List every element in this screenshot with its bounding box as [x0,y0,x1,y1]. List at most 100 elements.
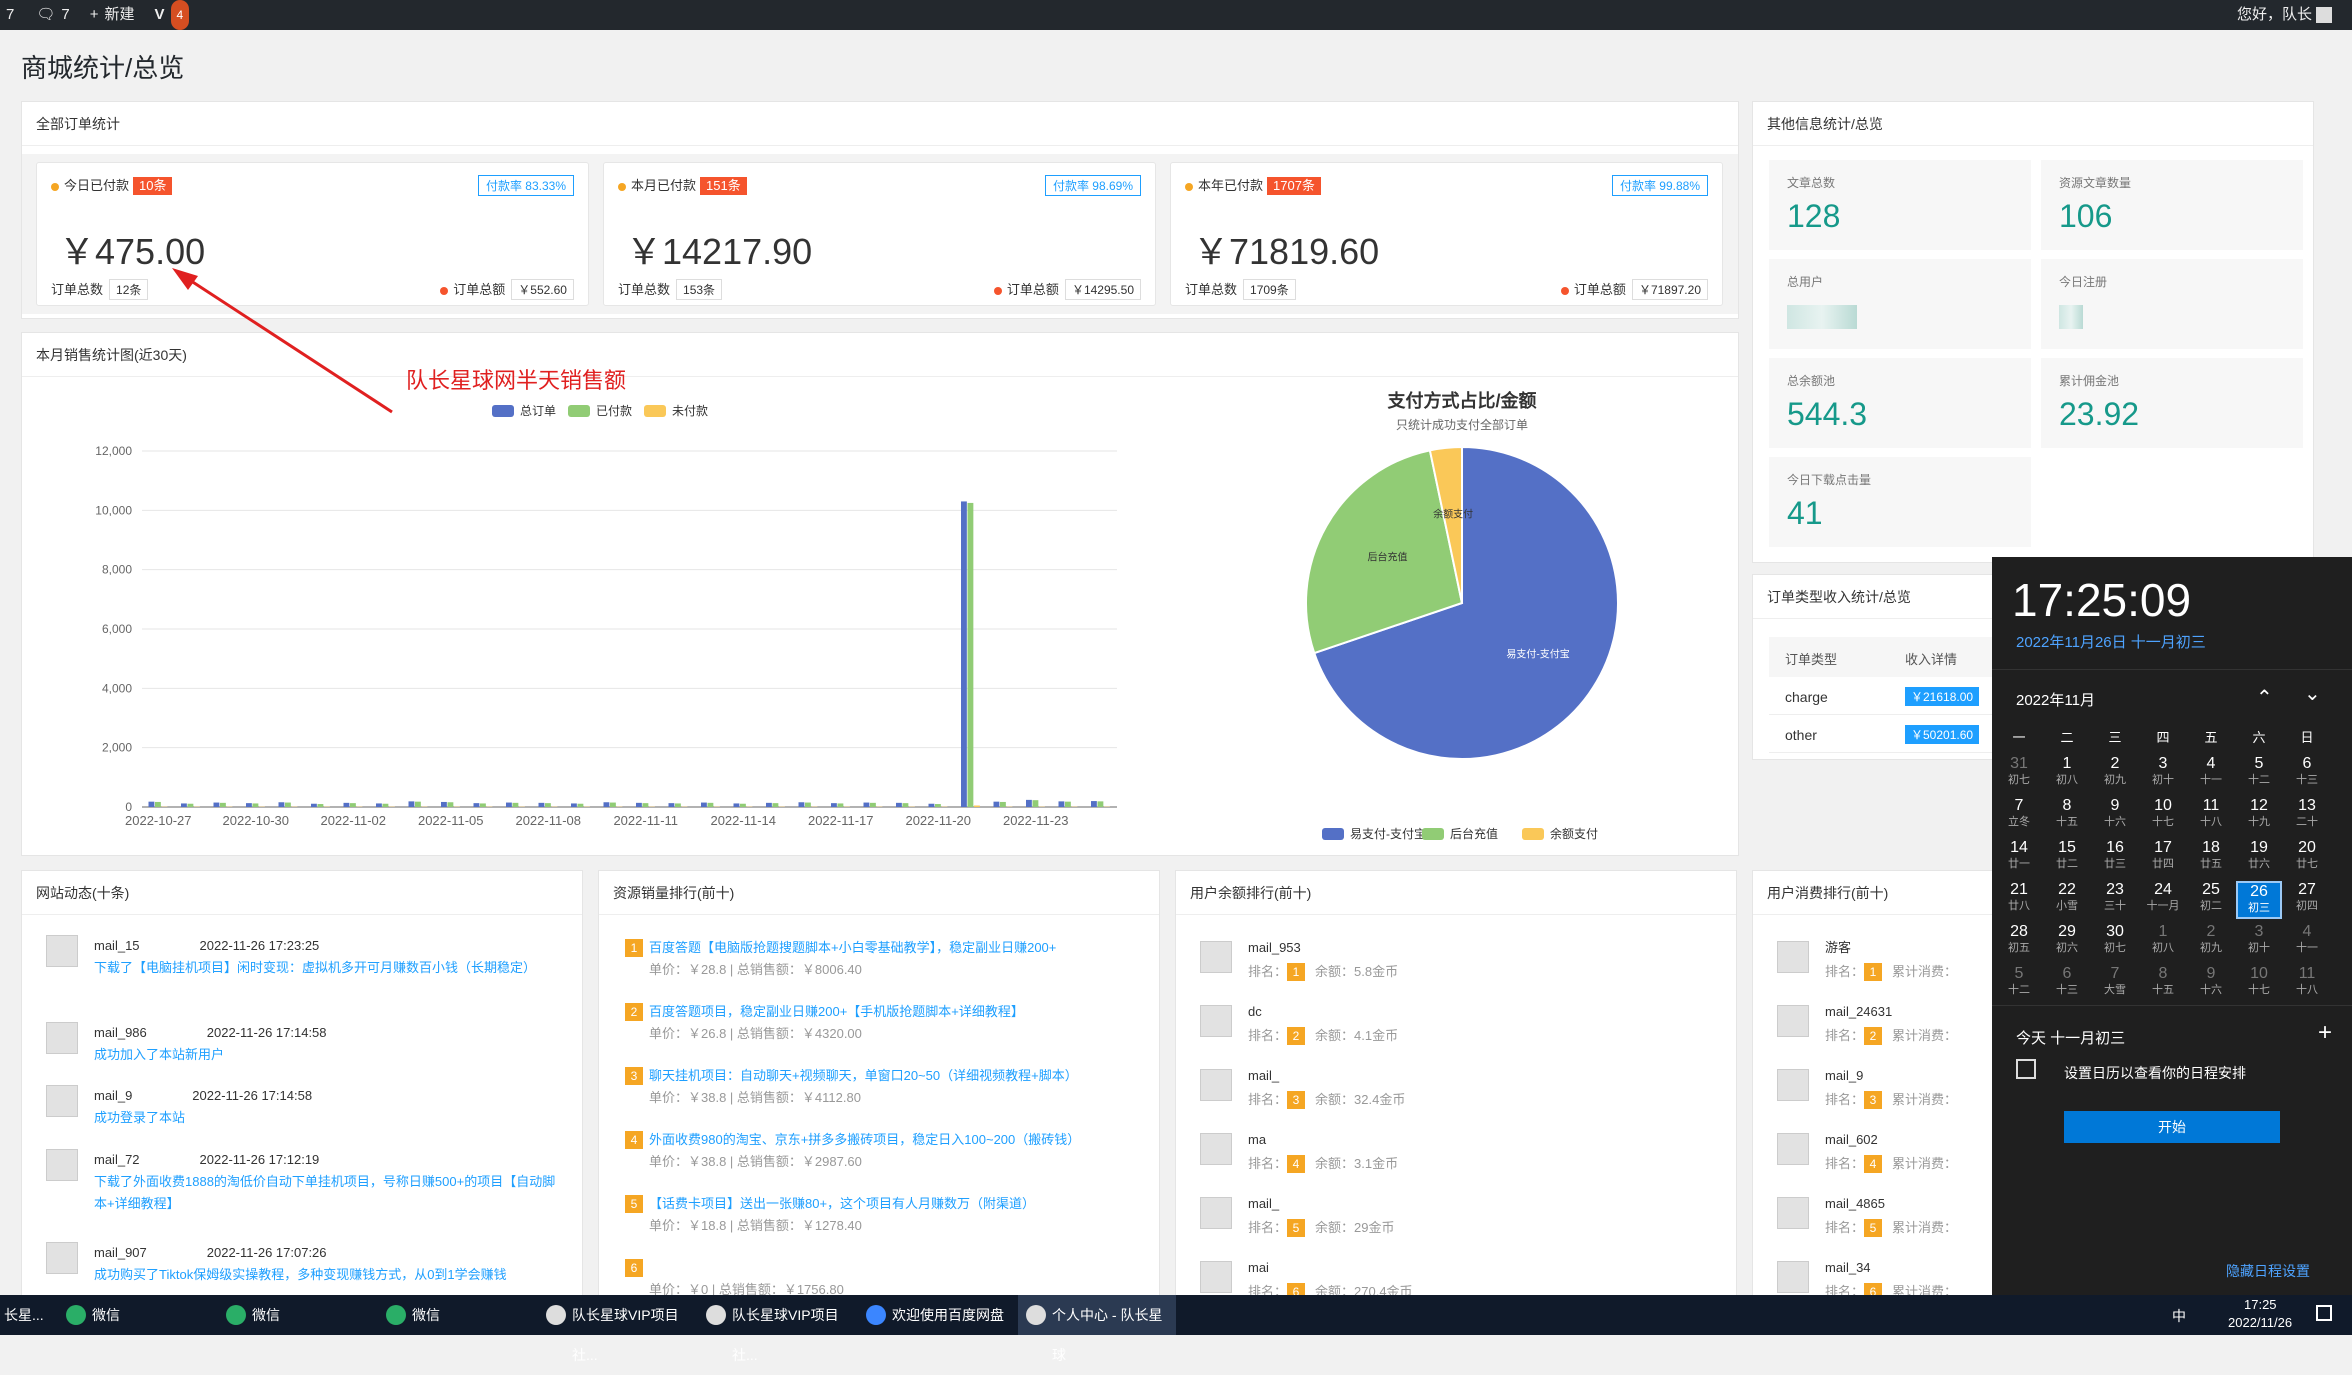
taskbar-app[interactable]: 队长星球VIP项目社... [538,1295,696,1335]
bar [1065,802,1071,807]
chevron-up-icon[interactable]: ⌃ [2256,685,2273,710]
start-button[interactable]: 开始 [2064,1111,2280,1143]
tray-date[interactable]: 2022/11/26 [2228,1315,2292,1330]
vip-icon[interactable]: V [155,0,165,30]
feed-text[interactable]: 下载了外面收费1888的淘低价自动下单挂机项目，号称日赚500+的项目【自动脚本… [94,1171,564,1215]
legend-label[interactable]: 余额支付 [1550,826,1598,841]
resource-name[interactable]: 百度答题项目，稳定副业日赚200+【手机版抢题脚本+详细教程】 [649,1004,1024,1019]
x-tick-label: 2022-11-08 [515,813,581,828]
taskbar-app[interactable]: 微信 [58,1295,216,1335]
taskbar-app[interactable]: 队长星球VIP项目社... [698,1295,856,1335]
legend-label[interactable]: 易支付-支付宝 [1350,827,1426,841]
avatar [46,1149,78,1181]
new-button[interactable]: 新建 [105,0,135,30]
comment-icon[interactable]: 🗨 [36,0,55,30]
taskbar-app[interactable]: 长星... [0,1295,56,1335]
update-count[interactable]: 7 [6,0,14,30]
chevron-down-icon[interactable]: ⌄ [2304,681,2321,706]
legend-swatch[interactable] [644,405,666,417]
taskbar-app[interactable]: 个人中心 - 队长星球 [1018,1295,1176,1335]
comment-count[interactable]: 7 [61,0,69,30]
feed-time: 2022-11-26 17:14:58 [207,1025,327,1040]
hide-schedule-link[interactable]: 隐藏日程设置 [2226,1261,2310,1281]
legend-label[interactable]: 总订单 [520,404,556,418]
legend-swatch[interactable] [1522,828,1544,840]
legend-label[interactable]: 后台充值 [1450,826,1498,841]
resource-name[interactable]: 百度答题【电脑版抢题搜题脚本+小白零基础教学】，稳定副业日赚200+ [649,940,1056,955]
legend-label[interactable]: 已付款 [596,404,632,418]
legend-swatch[interactable] [492,405,514,417]
resource-name[interactable]: 外面收费980的淘宝、京东+拼多多搬砖项目，稳定日入100~200（搬砖钱） [649,1132,1080,1147]
greeting[interactable]: 您好，队长 [2237,0,2312,30]
legend-swatch[interactable] [1422,828,1444,840]
calendar-month[interactable]: 2022年11月 [2016,689,2095,710]
legend-swatch[interactable] [568,405,590,417]
info-value: 106 [2059,198,2112,235]
feed-text[interactable]: 成功登录了本站 [94,1107,564,1129]
notification-badge[interactable]: 4 [171,0,190,30]
feed-text[interactable]: 下载了【电脑挂机项目】闲时变现：虚拟机多开可月赚数百小钱（长期稳定） [94,957,564,979]
tray-ime[interactable]: 中 [2172,1306,2186,1326]
notification-icon[interactable] [2316,1305,2332,1321]
taskbar-app[interactable]: 微信 [378,1295,536,1335]
resource-name[interactable]: 聊天挂机项目：自动聊天+视频聊天，单窗口20~50（详细视频教程+脚本） [649,1068,1078,1083]
legend-swatch[interactable] [1322,828,1344,840]
legend-label[interactable]: 未付款 [672,404,708,418]
feed-text[interactable]: 成功购买了Tiktok保姆级实操教程，多种变现赚钱方式，从0到1学会赚钱 [94,1264,564,1286]
add-event-icon[interactable]: + [2318,1019,2332,1047]
clock-date[interactable]: 2022年11月26日 十一月初三 [2016,631,2206,652]
tray-clock[interactable]: 17:25 [2244,1297,2277,1312]
taskbar-app[interactable]: 欢迎使用百度网盘 [858,1295,1016,1335]
consume-label: 累计消费： [1892,1156,1957,1171]
user-avatar[interactable] [2316,7,2332,23]
feed-text[interactable]: 成功加入了本站新用户 [94,1044,564,1066]
plus-icon[interactable]: + [90,0,99,30]
consume-label: 累计消费： [1892,1028,1957,1043]
resource-name[interactable]: 【话费卡项目】送出一张赚80+，这个项目有人月赚数万（附渠道） [649,1196,1035,1211]
x-tick-label: 2022-11-02 [320,813,386,828]
taskbar-app[interactable]: 微信 [218,1295,376,1335]
